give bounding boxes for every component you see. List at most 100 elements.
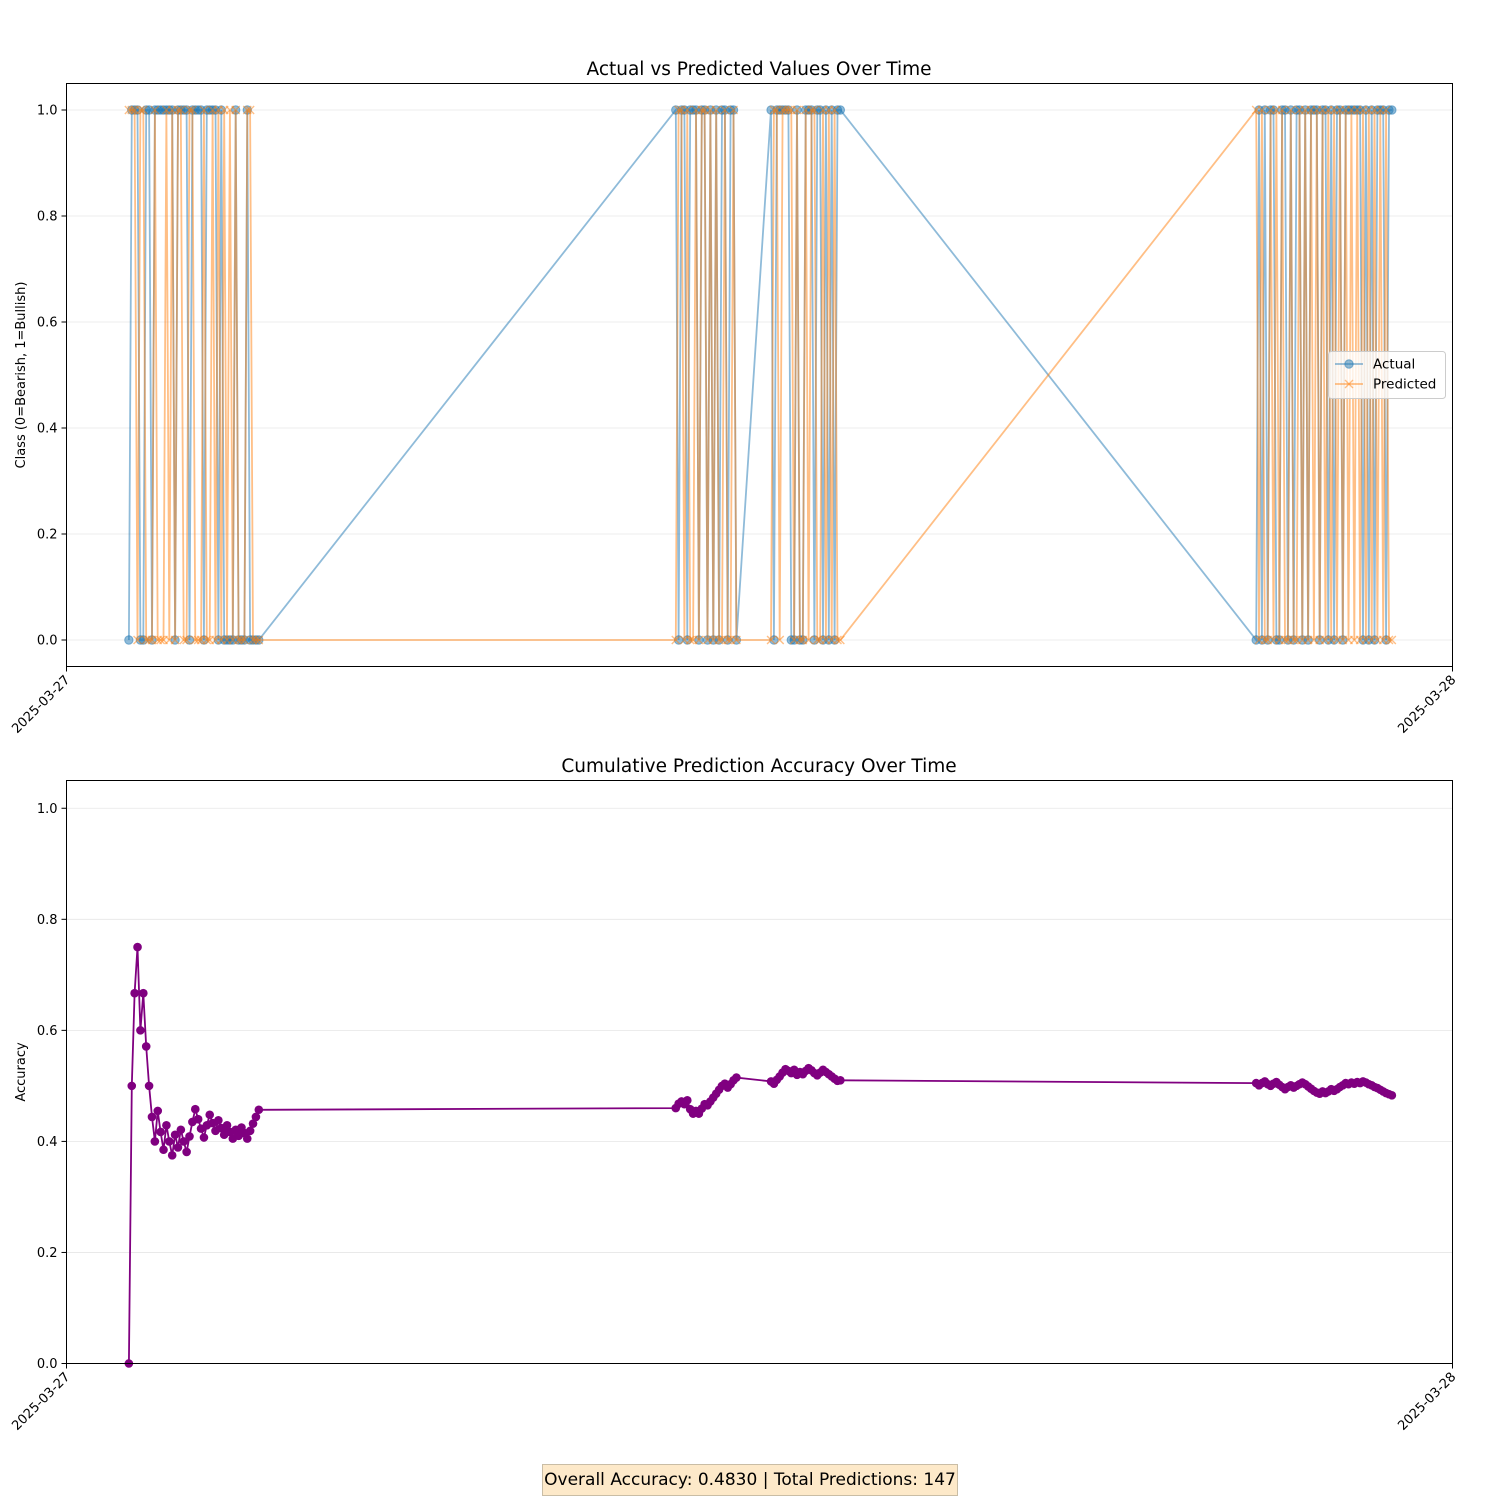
accuracy-point: [214, 1116, 223, 1125]
x-tick-label: 2025-03-27: [9, 1370, 73, 1434]
predicted-point: [806, 105, 816, 115]
chart2-x-ticks: 2025-03-27 2025-03-28: [9, 1363, 1459, 1434]
predicted-point: [182, 635, 192, 645]
predicted-point: [144, 635, 154, 645]
chart1-x-ticks: 2025-03-27 2025-03-28: [9, 666, 1459, 737]
y-tick-label: 0.4: [37, 1135, 58, 1150]
accuracy-point: [173, 1143, 183, 1152]
accuracy-point: [190, 1104, 200, 1114]
accuracy-point: [254, 1105, 264, 1115]
predicted-point: [685, 635, 695, 645]
predicted-point: [185, 105, 195, 115]
actual-point: [835, 105, 846, 115]
predicted-point: [812, 635, 822, 645]
predicted-point: [242, 105, 252, 115]
actual-point: [124, 635, 134, 645]
accuracy-point: [162, 1121, 171, 1130]
accuracy-point: [159, 1145, 168, 1155]
predicted-point: [1277, 105, 1287, 115]
chart2-y-axis-label: Accuracy: [14, 1042, 29, 1102]
predicted-point: [835, 635, 845, 645]
y-tick-label: 0.0: [37, 634, 58, 649]
accuracy-point: [176, 1125, 186, 1135]
y-tick-label: 0.2: [37, 1246, 58, 1261]
chart1-axes-frame: [66, 83, 1453, 667]
accuracy-point: [156, 1127, 165, 1137]
y-tick-label: 0.0: [37, 1357, 58, 1372]
predicted-point: [127, 105, 137, 115]
chart2-y-ticks: 0.0 0.2 0.4 0.6 0.8 1.0: [37, 802, 67, 1372]
predicted-point: [783, 105, 793, 115]
predicted-point: [133, 635, 143, 645]
predicted-point: [199, 105, 209, 115]
accuracy-point: [164, 1137, 174, 1146]
accuracy-point: [139, 988, 148, 998]
predicted-point: [1289, 635, 1299, 645]
predicted-point: [236, 635, 246, 645]
predicted-point: [711, 105, 721, 115]
chart1-plot-area: [124, 105, 1397, 645]
legend-actual-label: Actual: [1373, 357, 1415, 373]
predicted-point: [792, 105, 802, 115]
predicted-point: [231, 105, 241, 115]
predicted-point: [251, 635, 261, 645]
accuracy-point: [150, 1137, 160, 1146]
predicted-point: [729, 105, 739, 115]
accuracy-point: [141, 1042, 151, 1051]
chart1-grid: [66, 109, 1453, 641]
y-tick-label: 0.6: [37, 1024, 58, 1039]
predicted-point: [173, 105, 183, 115]
chart2-axes-frame: [66, 780, 1453, 1364]
y-tick-label: 0.4: [37, 422, 58, 437]
accuracy-point: [133, 942, 142, 952]
y-tick-label: 1.0: [37, 104, 58, 119]
predicted-point: [804, 635, 814, 645]
predicted-point: [795, 635, 805, 645]
predicted-point: [138, 105, 148, 115]
summary-box: Overall Accuracy: 0.4830 | Total Predict…: [542, 1464, 958, 1496]
actual-point: [1387, 105, 1397, 115]
x-tick-label: 2025-03-28: [1395, 1370, 1459, 1434]
x-tick-label: 2025-03-28: [1395, 673, 1459, 737]
accuracy-point: [732, 1073, 741, 1082]
accuracy-point: [836, 1076, 845, 1085]
predicted-point: [239, 635, 249, 645]
predicted-point: [202, 635, 212, 645]
accuracy-point: [179, 1137, 189, 1146]
chart2-grid: [66, 807, 1453, 1364]
y-tick-label: 0.2: [37, 528, 58, 543]
accuracy-point: [251, 1112, 261, 1122]
predicted-point: [245, 105, 255, 115]
accuracy-point: [245, 1126, 255, 1136]
y-tick-label: 1.0: [37, 802, 58, 817]
accuracy-point: [242, 1134, 252, 1143]
accuracy-point: [147, 1112, 157, 1122]
predicted-point: [682, 105, 692, 115]
chart2-plot-area: [124, 942, 1397, 1368]
predicted-point: [723, 635, 733, 645]
y-tick-label: 0.6: [37, 316, 58, 331]
accuracy-point: [127, 1081, 137, 1091]
predicted-point: [193, 635, 203, 645]
predicted-point: [671, 635, 681, 645]
chart1-legend: Actual Predicted: [1328, 351, 1446, 399]
accuracy-point: [185, 1132, 194, 1141]
series-line-actual: [128, 107, 1392, 643]
predicted-point: [1286, 105, 1296, 115]
predicted-point: [1387, 635, 1397, 645]
predicted-point: [697, 105, 707, 115]
actual-vs-predicted-chart: Actual vs Predicted Values Over Time Cla…: [9, 59, 1459, 737]
legend-predicted-label: Predicted: [1373, 377, 1436, 393]
predicted-point: [766, 635, 776, 645]
predicted-point: [1280, 635, 1290, 645]
predicted-point: [731, 635, 741, 645]
predicted-point: [830, 105, 840, 115]
predicted-point: [714, 635, 724, 645]
accuracy-point: [683, 1096, 692, 1105]
predicted-point: [187, 105, 197, 115]
predicted-point: [156, 635, 166, 645]
predicted-point: [674, 105, 684, 115]
accuracy-point: [1387, 1091, 1397, 1100]
predicted-point: [176, 105, 186, 115]
